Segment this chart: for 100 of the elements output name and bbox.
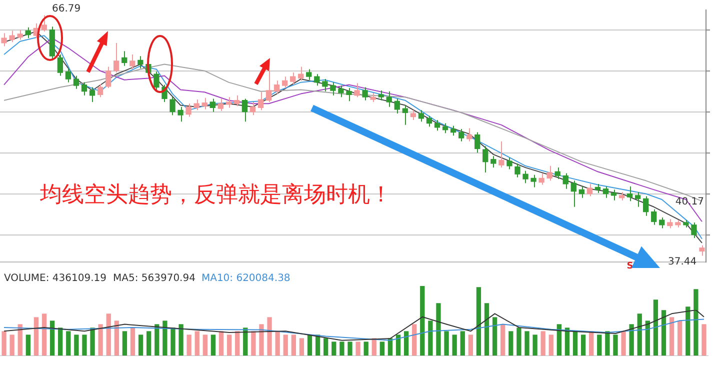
bar <box>492 317 498 356</box>
bar <box>532 334 538 356</box>
bar <box>82 334 87 356</box>
bar <box>508 331 514 356</box>
bar <box>267 317 272 356</box>
bar <box>26 334 30 356</box>
candlestick <box>354 82 360 98</box>
annotation: 66.79 <box>52 4 81 15</box>
bar <box>621 331 626 356</box>
text: MA5: 563970.94 <box>113 273 196 284</box>
candlestick <box>362 86 368 101</box>
bar <box>452 334 457 356</box>
bar <box>259 324 264 356</box>
bar <box>106 314 111 356</box>
bar <box>34 317 39 356</box>
bar <box>2 331 6 356</box>
bar <box>332 342 336 356</box>
bar <box>210 334 216 356</box>
bar <box>235 331 240 356</box>
bar <box>653 300 658 356</box>
bar <box>396 334 401 356</box>
bar <box>122 331 128 356</box>
bar <box>460 331 465 356</box>
bar <box>694 289 698 356</box>
bar <box>299 338 304 356</box>
candlestick <box>530 174 536 188</box>
bar <box>130 328 136 356</box>
candlestick <box>202 97 208 110</box>
bar <box>283 334 288 356</box>
candlestick <box>546 165 552 182</box>
bar <box>637 314 642 356</box>
bar <box>669 317 674 356</box>
bar <box>66 331 71 356</box>
bar <box>412 324 417 356</box>
bar <box>10 334 14 356</box>
bar <box>556 324 562 356</box>
bar <box>484 303 490 356</box>
bar <box>702 324 706 356</box>
candlestick <box>346 88 352 102</box>
bar <box>356 342 360 356</box>
bar <box>548 334 554 356</box>
bar <box>364 342 368 356</box>
bar <box>678 320 682 356</box>
bar <box>324 338 328 356</box>
bar <box>251 331 256 356</box>
bar <box>178 324 184 356</box>
bar <box>428 320 433 356</box>
candlestick <box>370 92 376 102</box>
bar <box>186 334 192 356</box>
candlestick <box>17 29 23 40</box>
bar <box>90 328 95 356</box>
annotation: 37.44 <box>668 256 697 268</box>
bar <box>540 331 546 356</box>
bar <box>74 334 79 356</box>
bar <box>226 334 232 356</box>
bar <box>114 320 119 356</box>
bar <box>661 310 666 356</box>
bar <box>50 320 55 356</box>
bar <box>58 328 63 356</box>
bar <box>645 320 650 356</box>
bar <box>404 331 409 356</box>
bar <box>138 334 144 356</box>
bar <box>98 324 103 356</box>
bar <box>500 324 506 356</box>
candlestick <box>699 244 705 256</box>
bar <box>202 334 208 356</box>
bar <box>42 314 47 356</box>
bar <box>218 331 224 356</box>
bar <box>516 328 522 356</box>
bar <box>154 324 160 356</box>
annotation: 均线空头趋势，反弹就是离场时机！ <box>39 182 392 208</box>
bar <box>580 334 586 356</box>
bar <box>146 331 152 356</box>
bar <box>307 334 312 356</box>
bar <box>605 331 610 356</box>
bar <box>162 320 168 356</box>
candlestick <box>675 220 681 228</box>
bar <box>444 331 449 356</box>
bar <box>476 287 482 356</box>
candlestick <box>338 85 344 98</box>
bar <box>572 331 578 356</box>
annotation: S <box>626 261 634 272</box>
chart-title: VOLUME: 436109.19 <box>4 273 106 284</box>
bar <box>436 303 441 356</box>
bar <box>597 334 602 356</box>
bar <box>613 334 618 356</box>
bar <box>340 342 344 356</box>
candlestick <box>1 32 7 47</box>
bar <box>629 324 634 356</box>
bar <box>170 328 176 356</box>
bar <box>275 331 280 356</box>
bar <box>468 334 473 356</box>
bar <box>291 334 296 356</box>
bar <box>686 306 690 356</box>
text: MA10: 620084.38 <box>201 273 290 284</box>
bar <box>18 324 22 356</box>
bar <box>348 342 352 356</box>
candlestick <box>683 220 689 228</box>
bar <box>524 331 530 356</box>
bar <box>380 342 384 356</box>
